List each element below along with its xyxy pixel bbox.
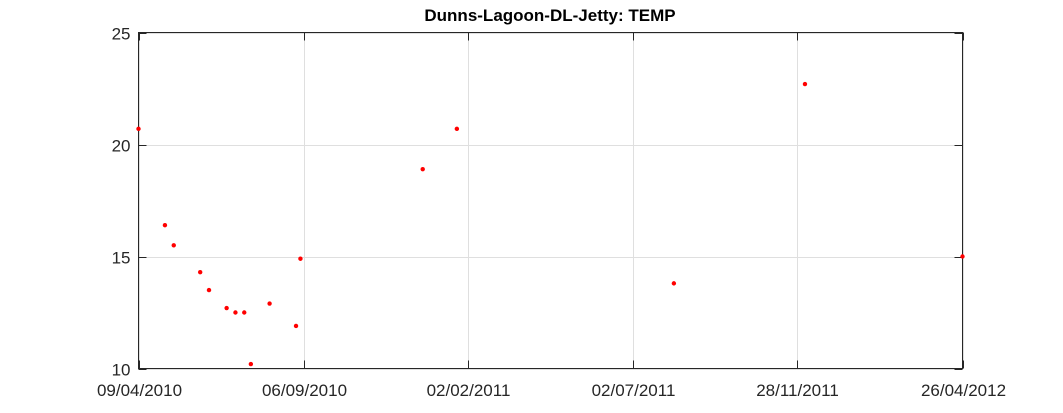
data-point (293, 323, 299, 329)
plot-area-frame (138, 32, 963, 369)
data-point (802, 81, 808, 87)
y-axis-tick-labels: 10 15 20 25 (112, 25, 131, 380)
chart-title: Dunns-Lagoon-DL-Jetty: TEMP (424, 6, 676, 25)
data-point (671, 281, 677, 286)
y-tick-label: 10 (112, 361, 131, 380)
x-tick-label: 02/02/2011 (427, 381, 511, 400)
data-point (162, 222, 168, 228)
x-tick-label: 06/09/2010 (262, 381, 347, 400)
y-tick-label: 25 (112, 25, 131, 44)
data-point (420, 166, 425, 172)
y-tick-label: 15 (112, 249, 131, 268)
x-tick-label: 26/04/2012 (921, 381, 1006, 400)
data-point (206, 287, 212, 293)
data-point (224, 305, 229, 311)
data-point (248, 361, 254, 367)
y-tick-label: 20 (112, 137, 131, 156)
x-tick-label: 28/11/2011 (756, 381, 839, 400)
data-point (136, 126, 141, 132)
data-point (454, 126, 460, 132)
grid-lines (138, 32, 964, 370)
data-points (136, 81, 965, 367)
data-point (197, 269, 203, 275)
x-axis-tick-labels: 09/04/2010 06/09/2010 02/02/2011 02/07/2011… (97, 381, 1006, 400)
data-point (233, 310, 238, 315)
data-point (267, 301, 272, 306)
data-point (960, 254, 965, 259)
x-tick-label: 09/04/2010 (97, 381, 182, 400)
x-tick-label: 02/07/2011 (592, 381, 676, 400)
data-point (171, 243, 176, 248)
axis-ticks (138, 32, 964, 370)
data-point (298, 256, 303, 261)
data-point (242, 310, 247, 315)
